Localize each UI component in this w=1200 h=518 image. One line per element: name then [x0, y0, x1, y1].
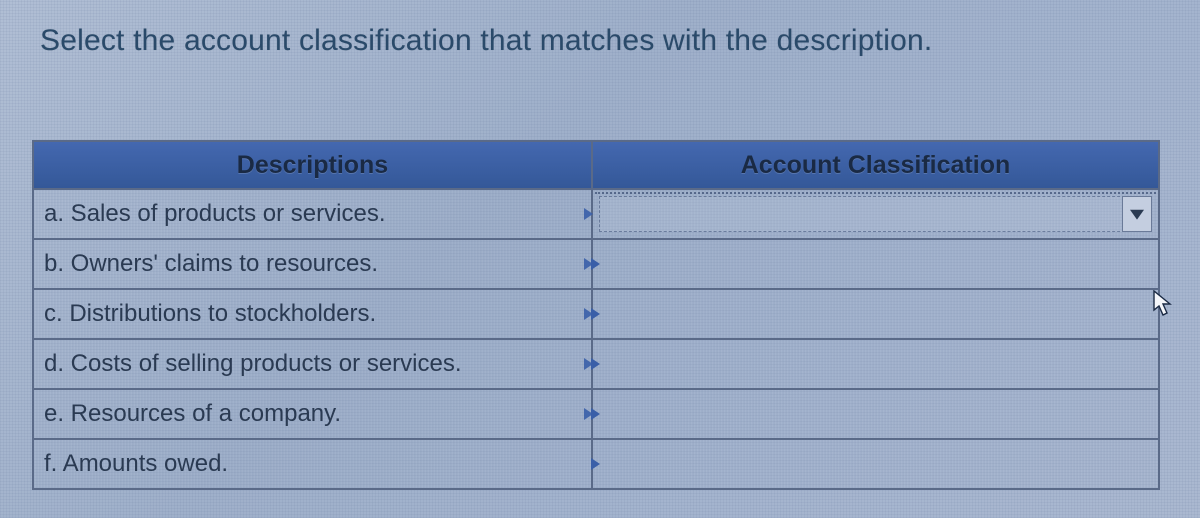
chevron-down-icon: [1130, 207, 1144, 221]
table-row: f. Amounts owed.: [33, 439, 1159, 489]
classification-cell[interactable]: [592, 239, 1159, 289]
description-label: d. Costs of selling products or services…: [44, 350, 462, 377]
table-row: e. Resources of a company.: [33, 389, 1159, 439]
table-row: d. Costs of selling products or services…: [33, 339, 1159, 389]
dropdown-button[interactable]: [1122, 196, 1152, 232]
classification-cell[interactable]: [592, 189, 1159, 239]
table-header-row: Descriptions Account Classification: [33, 141, 1159, 189]
table-row: a. Sales of products or services.: [33, 189, 1159, 239]
description-cell: b. Owners' claims to resources.: [33, 239, 592, 289]
row-indicator-icon: [591, 458, 600, 470]
description-label: a. Sales of products or services.: [44, 200, 385, 227]
description-cell: d. Costs of selling products or services…: [33, 339, 592, 389]
header-descriptions: Descriptions: [33, 141, 592, 189]
description-cell: f. Amounts owed.: [33, 439, 592, 489]
description-label: b. Owners' claims to resources.: [44, 250, 378, 277]
classification-cell[interactable]: [592, 439, 1159, 489]
classification-cell[interactable]: [592, 289, 1159, 339]
table-row: b. Owners' claims to resources.: [33, 239, 1159, 289]
row-indicator-icon: [591, 408, 600, 420]
description-label: e. Resources of a company.: [44, 400, 341, 427]
description-cell: a. Sales of products or services.: [33, 189, 592, 239]
instruction-text: Select the account classification that m…: [40, 24, 932, 58]
description-label: c. Distributions to stockholders.: [44, 300, 376, 327]
classification-table: Descriptions Account Classification a. S…: [32, 140, 1160, 490]
classification-cell[interactable]: [592, 339, 1159, 389]
classification-input-area[interactable]: [599, 196, 1150, 232]
row-indicator-icon: [591, 258, 600, 270]
table-row: c. Distributions to stockholders.: [33, 289, 1159, 339]
description-cell: e. Resources of a company.: [33, 389, 592, 439]
description-cell: c. Distributions to stockholders.: [33, 289, 592, 339]
row-indicator-icon: [591, 308, 600, 320]
classification-cell[interactable]: [592, 389, 1159, 439]
description-label: f. Amounts owed.: [44, 450, 228, 477]
row-indicator-icon: [591, 358, 600, 370]
selection-outline: [595, 192, 1156, 194]
header-classification: Account Classification: [592, 141, 1159, 189]
